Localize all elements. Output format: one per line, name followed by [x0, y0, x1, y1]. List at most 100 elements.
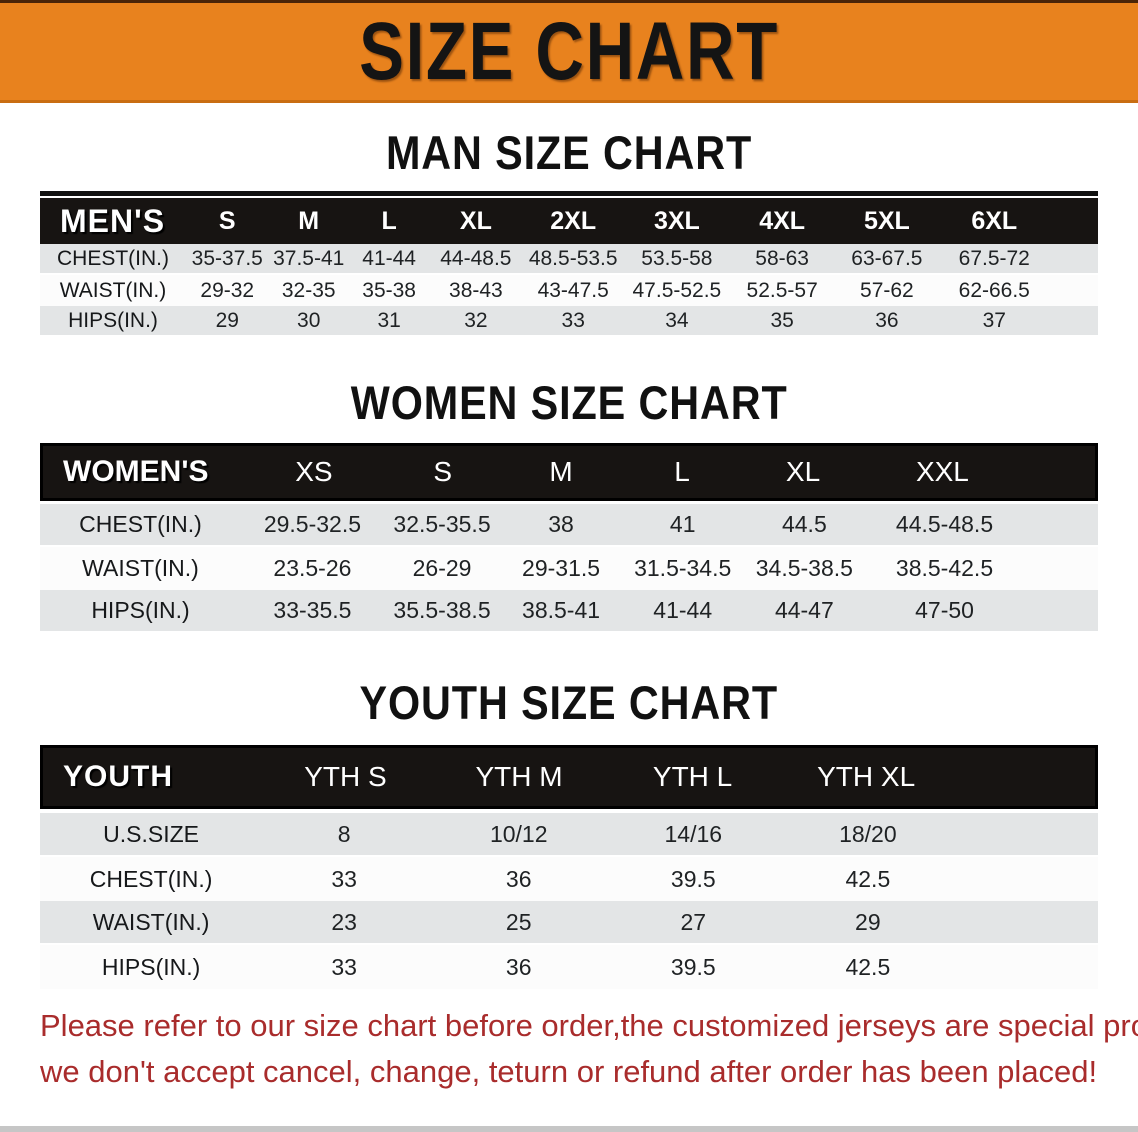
- youth-section-title-text: YOUTH SIZE CHART: [359, 676, 779, 729]
- mens-size-table: MEN'S S M L XL 2XL 3XL 4XL 5XL 6XL CHEST(IN.) 35-37…: [40, 191, 1098, 337]
- womens-size-column-header: XXL: [915, 456, 969, 487]
- value-cell: 38: [548, 511, 574, 537]
- value-cell: 35.5-38.5: [393, 597, 491, 623]
- youth-size-column-header: YTH S: [304, 761, 387, 792]
- bottom-edge-strip: [0, 1126, 1138, 1132]
- womens-size-column-header: XL: [785, 456, 821, 487]
- value-cell: 42.5: [845, 953, 891, 980]
- value-cell: 48.5-53.5: [528, 246, 618, 270]
- youth-measure-row: WAIST(IN.) 23 25 27 29: [40, 901, 1098, 945]
- row-label: WAIST(IN.): [59, 278, 167, 302]
- row-label: CHEST(IN.): [57, 246, 169, 270]
- value-cell: 37: [982, 308, 1006, 332]
- value-cell: 34.5-38.5: [755, 555, 853, 581]
- size-chart-banner: SIZE CHART: [0, 0, 1138, 103]
- value-cell: 53.5-58: [641, 246, 713, 270]
- value-cell: 39.5: [670, 953, 716, 980]
- youth-size-column-header: YTH L: [652, 761, 733, 792]
- mens-corner-label: MEN'S: [60, 202, 166, 239]
- value-cell: 8: [337, 820, 351, 847]
- value-cell: 44.5: [781, 511, 827, 537]
- value-cell: 42.5: [845, 865, 891, 892]
- mens-size-column-header: 6XL: [971, 206, 1018, 235]
- value-cell: 38-43: [449, 278, 503, 302]
- mens-section-title-text: MAN SIZE CHART: [385, 126, 753, 179]
- womens-section-title-text: WOMEN SIZE CHART: [350, 376, 788, 429]
- value-cell: 14/16: [664, 820, 723, 847]
- mens-table-top-rule: [40, 191, 1098, 196]
- mens-size-column-header: 3XL: [653, 206, 700, 235]
- value-cell: 38.5-42.5: [895, 555, 994, 581]
- mens-size-column-header: 5XL: [863, 206, 910, 235]
- row-label: U.S.SIZE: [103, 820, 200, 847]
- value-cell: 44.5-48.5: [895, 511, 994, 537]
- value-cell: 35-37.5: [191, 246, 263, 270]
- value-cell: 35: [770, 308, 794, 332]
- youth-measure-row: U.S.SIZE 8 10/12 14/16 18/20: [40, 813, 1098, 857]
- row-label: CHEST(IN.): [89, 865, 213, 892]
- order-note-line-1: Please refer to our size chart before or…: [40, 1008, 1138, 1043]
- value-cell: 52.5-57: [746, 278, 818, 302]
- mens-measure-row: HIPS(IN.) 29 30 31 32 33 34 35 36 37: [40, 306, 1098, 337]
- row-label: CHEST(IN.): [79, 511, 202, 537]
- youth-section-title: YOUTH SIZE CHART: [0, 673, 1138, 733]
- value-cell: 29: [215, 308, 239, 332]
- womens-header-row: WOMEN'S XS S M L XL XXL: [40, 443, 1098, 501]
- value-cell: 43-47.5: [537, 278, 609, 302]
- mens-measure-row: CHEST(IN.) 35-37.5 37.5-41 41-44 44-48.5 48.5…: [40, 244, 1098, 275]
- youth-corner-label: YOUTH: [63, 760, 173, 793]
- value-cell: 31.5-34.5: [634, 555, 732, 581]
- value-cell: 29.5-32.5: [263, 511, 362, 537]
- womens-corner-label: WOMEN'S: [63, 455, 209, 488]
- womens-size-column-header: L: [674, 456, 690, 487]
- mens-measure-row: WAIST(IN.) 29-32 32-35 35-38 38-43 43-47.5 47.…: [40, 275, 1098, 306]
- row-label: HIPS(IN.): [68, 308, 158, 332]
- value-cell: 63-67.5: [851, 246, 923, 270]
- value-cell: 35-38: [362, 278, 416, 302]
- mens-size-column-header: 2XL: [550, 206, 597, 235]
- row-label: HIPS(IN.): [101, 953, 201, 980]
- mens-section-title: MAN SIZE CHART: [0, 123, 1138, 183]
- order-note: Please refer to our size chart before or…: [0, 1003, 1138, 1095]
- value-cell: 33: [331, 953, 357, 980]
- womens-measure-row: WAIST(IN.) 23.5-26 26-29 29-31.5 31.5-34.5 34…: [40, 547, 1098, 590]
- value-cell: 25: [505, 908, 532, 935]
- row-label: WAIST(IN.): [82, 555, 199, 581]
- value-cell: 30: [297, 308, 321, 332]
- banner-title: SIZE CHART: [359, 5, 779, 97]
- value-cell: 32: [464, 308, 488, 332]
- value-cell: 38.5-41: [522, 597, 601, 623]
- value-cell: 31: [377, 308, 401, 332]
- youth-size-table: YOUTH YTH S YTH M YTH L YTH XL U.S.SIZE 8 10/12…: [40, 745, 1098, 989]
- value-cell: 58-63: [755, 246, 809, 270]
- order-note-line-2: we don't accept cancel, change, teturn o…: [40, 1054, 1098, 1089]
- womens-size-table: WOMEN'S XS S M L XL XXL CHEST(IN.) 29.5-32.5 32.5…: [40, 443, 1098, 633]
- value-cell: 33: [561, 308, 585, 332]
- value-cell: 37.5-41: [273, 246, 345, 270]
- value-cell: 29: [855, 908, 881, 935]
- value-cell: 32-35: [281, 278, 336, 302]
- youth-header-row: YOUTH YTH S YTH M YTH L YTH XL: [40, 745, 1098, 809]
- value-cell: 33: [331, 865, 357, 892]
- womens-size-column-header: S: [433, 456, 453, 487]
- womens-size-column-header: M: [549, 456, 573, 487]
- row-label: WAIST(IN.): [92, 908, 210, 935]
- mens-size-column-header: 4XL: [759, 206, 806, 235]
- value-cell: 44-48.5: [440, 246, 512, 270]
- mens-size-column-header: M: [298, 206, 320, 235]
- value-cell: 44-47: [774, 597, 834, 623]
- youth-measure-row: HIPS(IN.) 33 36 39.5 42.5: [40, 945, 1098, 989]
- value-cell: 57-62: [860, 278, 914, 302]
- value-cell: 33-35.5: [273, 597, 352, 623]
- youth-measure-row: CHEST(IN.) 33 36 39.5 42.5: [40, 857, 1098, 901]
- value-cell: 18/20: [839, 820, 897, 847]
- womens-measure-row: HIPS(IN.) 33-35.5 35.5-38.5 38.5-41 41-44 44-…: [40, 590, 1098, 633]
- value-cell: 41: [669, 511, 696, 537]
- value-cell: 62-66.5: [958, 278, 1030, 302]
- value-cell: 41-44: [362, 246, 416, 270]
- value-cell: 47.5-52.5: [632, 278, 722, 302]
- mens-size-column-header: S: [218, 206, 236, 235]
- value-cell: 26-29: [412, 555, 472, 581]
- mens-header-row: MEN'S S M L XL 2XL 3XL 4XL 5XL 6XL: [40, 198, 1098, 244]
